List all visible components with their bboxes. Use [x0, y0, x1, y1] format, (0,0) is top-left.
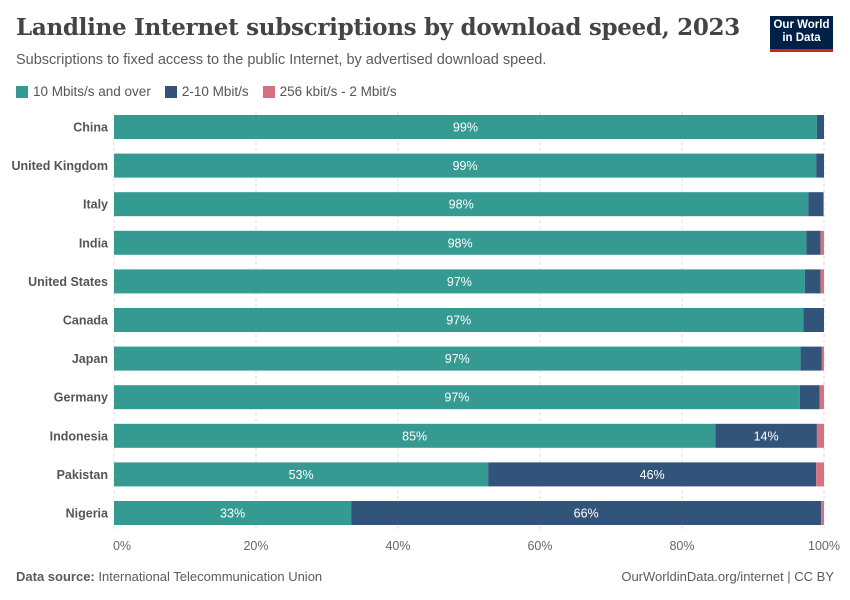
- bar-segment[interactable]: [114, 192, 809, 217]
- bar-segment[interactable]: [114, 115, 817, 139]
- bar-segment[interactable]: [351, 501, 822, 525]
- bar-segment[interactable]: [808, 192, 824, 217]
- data-label: 97%: [446, 314, 471, 328]
- data-label: 33%: [220, 507, 245, 521]
- bar-segment[interactable]: [819, 385, 824, 410]
- legend-swatch: [262, 85, 275, 98]
- bar-segment[interactable]: [823, 192, 824, 217]
- data-label: 98%: [448, 236, 473, 250]
- bar-segment[interactable]: [114, 501, 352, 525]
- legend-item-10mbit[interactable]: 10 Mbits/s and over: [16, 84, 151, 99]
- data-label: 97%: [445, 352, 470, 366]
- category-label: China: [73, 121, 109, 135]
- data-label: 46%: [640, 468, 665, 482]
- bar-segment[interactable]: [806, 230, 821, 255]
- bar-segment[interactable]: [821, 346, 824, 371]
- data-label: 97%: [444, 391, 469, 405]
- legend-swatch: [164, 85, 177, 98]
- bar-segment[interactable]: [114, 346, 801, 371]
- bar-segment[interactable]: [114, 269, 805, 294]
- source-link[interactable]: International Telecommunication Union: [98, 569, 323, 584]
- data-label: 53%: [289, 468, 314, 482]
- category-label: Japan: [72, 352, 108, 366]
- category-label: United States: [28, 275, 108, 289]
- bar-segment[interactable]: [114, 153, 817, 178]
- legend-swatch: [16, 85, 28, 98]
- bar-segment[interactable]: [715, 423, 817, 448]
- category-label: Indonesia: [50, 429, 109, 443]
- data-label: 97%: [447, 275, 472, 289]
- bar-segment[interactable]: [114, 385, 800, 410]
- x-tick-label: 60%: [527, 539, 552, 553]
- legend-label: 10 Mbits/s and over: [33, 84, 151, 99]
- legend: 10 Mbits/s and over 2-10 Mbit/s 256 kbit…: [16, 84, 397, 99]
- bar-segment[interactable]: [488, 462, 817, 487]
- data-label: 85%: [402, 429, 427, 443]
- legend-item-2-10mbit[interactable]: 2-10 Mbit/s: [164, 84, 249, 99]
- x-tick-label: 0%: [113, 539, 131, 553]
- category-label: Pakistan: [57, 468, 108, 482]
- category-label: Nigeria: [66, 507, 109, 521]
- category-label: Germany: [54, 391, 108, 405]
- bar-segment[interactable]: [816, 423, 824, 448]
- x-tick-label: 40%: [385, 539, 410, 553]
- bar-segment[interactable]: [821, 501, 824, 525]
- data-label: 99%: [453, 121, 478, 135]
- bar-segment[interactable]: [816, 462, 824, 487]
- bar-segment[interactable]: [799, 385, 820, 410]
- data-label: 99%: [453, 159, 478, 173]
- bar-segment[interactable]: [800, 346, 822, 371]
- source-label: Data source:: [16, 569, 95, 584]
- data-label: 98%: [449, 198, 474, 212]
- chart-subtitle: Subscriptions to fixed access to the pub…: [16, 52, 547, 68]
- x-tick-label: 80%: [669, 539, 694, 553]
- bar-segment[interactable]: [804, 269, 821, 294]
- data-source: Data source: International Telecommunica…: [16, 569, 322, 584]
- chart-title: Landline Internet subscriptions by downl…: [16, 14, 740, 41]
- legend-label: 256 kbit/s - 2 Mbit/s: [279, 84, 397, 99]
- data-label: 66%: [574, 507, 599, 521]
- bar-segment[interactable]: [816, 115, 824, 139]
- bar-segment[interactable]: [820, 269, 824, 294]
- legend-item-256kbit[interactable]: 256 kbit/s - 2 Mbit/s: [262, 84, 397, 99]
- bar-segment[interactable]: [803, 308, 824, 332]
- owid-logo[interactable]: Our World in Data: [770, 16, 833, 52]
- credit-link[interactable]: OurWorldinData.org/internet | CC BY: [621, 569, 834, 584]
- bar-segment[interactable]: [820, 230, 824, 255]
- data-label: 14%: [754, 429, 779, 443]
- bar-segment[interactable]: [114, 423, 716, 448]
- bar-segment[interactable]: [114, 462, 489, 487]
- x-tick-label: 20%: [243, 539, 268, 553]
- category-label: Italy: [83, 198, 108, 212]
- category-label: United Kingdom: [11, 159, 108, 173]
- category-label: Canada: [63, 314, 109, 328]
- bar-segment[interactable]: [114, 230, 807, 255]
- x-tick-label: 100%: [808, 539, 840, 553]
- bar-segment[interactable]: [816, 153, 824, 178]
- category-label: India: [79, 236, 109, 250]
- legend-label: 2-10 Mbit/s: [181, 84, 249, 99]
- bar-segment[interactable]: [114, 308, 804, 332]
